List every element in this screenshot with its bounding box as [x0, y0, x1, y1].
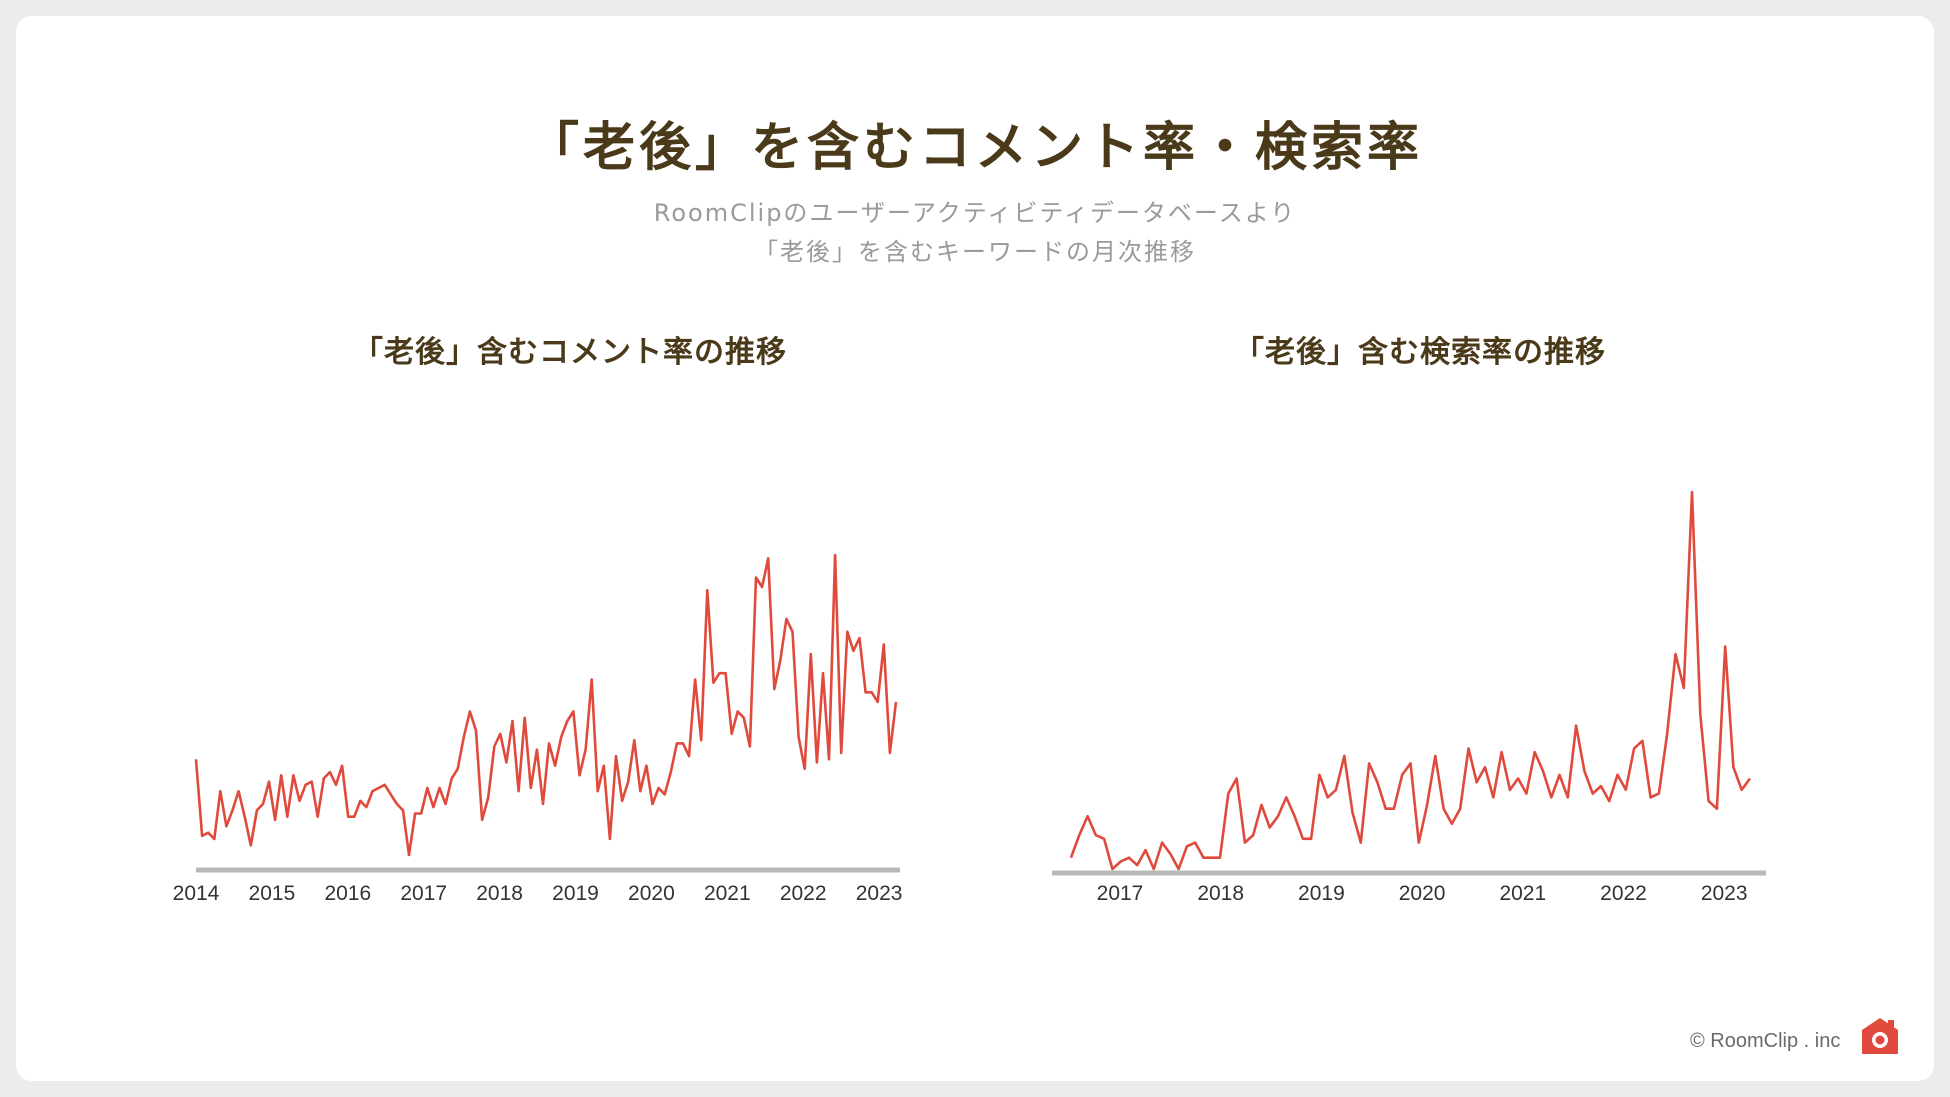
x-tick-label: 2016 — [324, 882, 371, 905]
chart-title-search-rate: 「老後」含む検索率の推移 — [1234, 335, 1606, 370]
x-tick-label: 2017 — [1097, 882, 1144, 905]
copyright-text: © RoomClip . inc — [1690, 1030, 1841, 1052]
series-line — [1069, 490, 1752, 871]
x-tick-label: 2018 — [1197, 882, 1244, 905]
x-tick-label: 2014 — [173, 882, 220, 905]
x-tick-label: 2019 — [552, 882, 599, 905]
page-title: 「老後」を含むコメント率・検索率 — [526, 118, 1423, 178]
series-line — [194, 553, 898, 857]
chart-title-comment-rate: 「老後」含むコメント率の推移 — [353, 335, 787, 370]
x-tick-label: 2021 — [1499, 882, 1546, 905]
x-tick-label: 2019 — [1298, 882, 1345, 905]
x-tick-label: 2018 — [476, 882, 523, 905]
subtitle-line-2: 「老後」を含むキーワードの月次推移 — [754, 238, 1196, 266]
x-tick-label: 2022 — [1600, 882, 1647, 905]
x-tick-label: 2020 — [628, 882, 675, 905]
subtitle-line-1: RoomClipのユーザーアクティビティデータベースより — [653, 199, 1297, 227]
x-tick-label: 2015 — [249, 882, 296, 905]
x-tick-label: 2023 — [856, 882, 903, 905]
chart-comment-rate: 2014 2015 2016 2017 2018 2019 2020 2021 2022 2023 — [173, 553, 903, 905]
slide-background — [16, 16, 1934, 1081]
x-tick-label: 2021 — [704, 882, 751, 905]
chart-search-rate: 2017 2018 2019 2020 2021 2022 2023 — [1052, 490, 1766, 905]
x-tick-label: 2022 — [780, 882, 827, 905]
roomclip-logo-icon — [1862, 1018, 1898, 1054]
x-tick-label: 2017 — [400, 882, 447, 905]
x-tick-label: 2020 — [1399, 882, 1446, 905]
x-tick-label: 2023 — [1701, 882, 1748, 905]
